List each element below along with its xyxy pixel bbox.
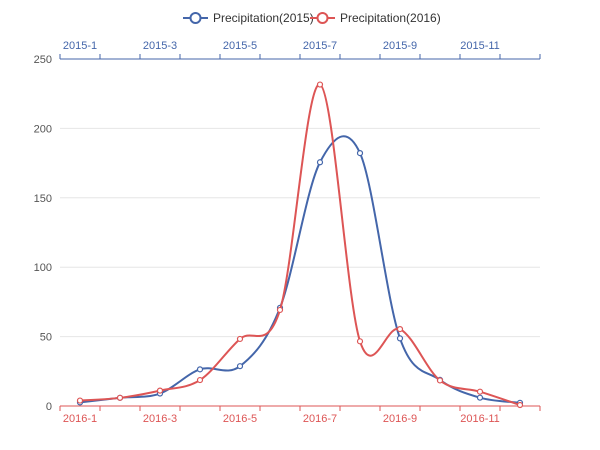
top-x-tick-label: 2015-3 [143,40,177,52]
data-point[interactable] [116,394,124,401]
data-point[interactable] [196,376,204,384]
data-point[interactable] [76,397,84,404]
axes: 0 50 100 150 200 250 2015-1 2015-3 2015-5 2015-7 2… [34,40,541,425]
y-tick-label: 50 [40,332,52,344]
legend-item[interactable]: Precipitation(2016) [310,11,441,25]
data-point[interactable] [516,401,524,409]
data-point[interactable] [196,366,204,373]
grid-lines [60,58,540,338]
legend-swatch-marker [189,12,202,24]
data-point[interactable] [436,377,444,384]
top-x-tick-label: 2015-1 [63,40,97,52]
bottom-x-tick-label: 2016-11 [460,413,500,425]
data-point[interactable] [396,326,404,333]
y-tick-label: 0 [46,401,52,413]
y-tick-label: 150 [34,193,52,205]
bottom-x-tick-label: 2016-1 [63,413,97,425]
y-tick-label: 200 [34,123,52,135]
series-layer [76,81,524,409]
legend-label: Precipitation(2016) [340,11,441,25]
bottom-x-tick-label: 2016-3 [143,413,177,425]
data-point[interactable] [156,387,164,394]
legend-label: Precipitation(2015) [213,11,314,25]
legend: Precipitation(2015) Precipitation(2016) [183,11,441,25]
top-x-tick-label: 2015-5 [223,40,257,52]
top-x-tick-label: 2015-9 [383,40,417,52]
legend-item[interactable]: Precipitation(2015) [183,11,314,25]
data-point[interactable] [356,150,364,157]
y-tick-label: 100 [34,262,52,274]
data-point[interactable] [476,388,484,395]
data-point[interactable] [236,363,244,370]
series-line [79,83,521,406]
top-x-tick-label: 2015-11 [460,40,500,52]
series-2 [76,81,524,409]
bottom-x-tick-label: 2016-5 [223,413,257,425]
top-x-tick-label: 2015-7 [303,40,337,52]
legend-swatch-marker [316,12,329,24]
data-point[interactable] [396,335,404,342]
y-tick-label: 250 [34,54,52,66]
data-point[interactable] [356,338,364,345]
data-point[interactable] [316,81,324,88]
data-point[interactable] [476,394,484,401]
bottom-x-tick-label: 2016-7 [303,413,337,425]
data-point[interactable] [276,306,284,314]
bottom-x-tick-label: 2016-9 [383,413,417,425]
data-point[interactable] [316,159,324,166]
data-point[interactable] [236,335,244,343]
